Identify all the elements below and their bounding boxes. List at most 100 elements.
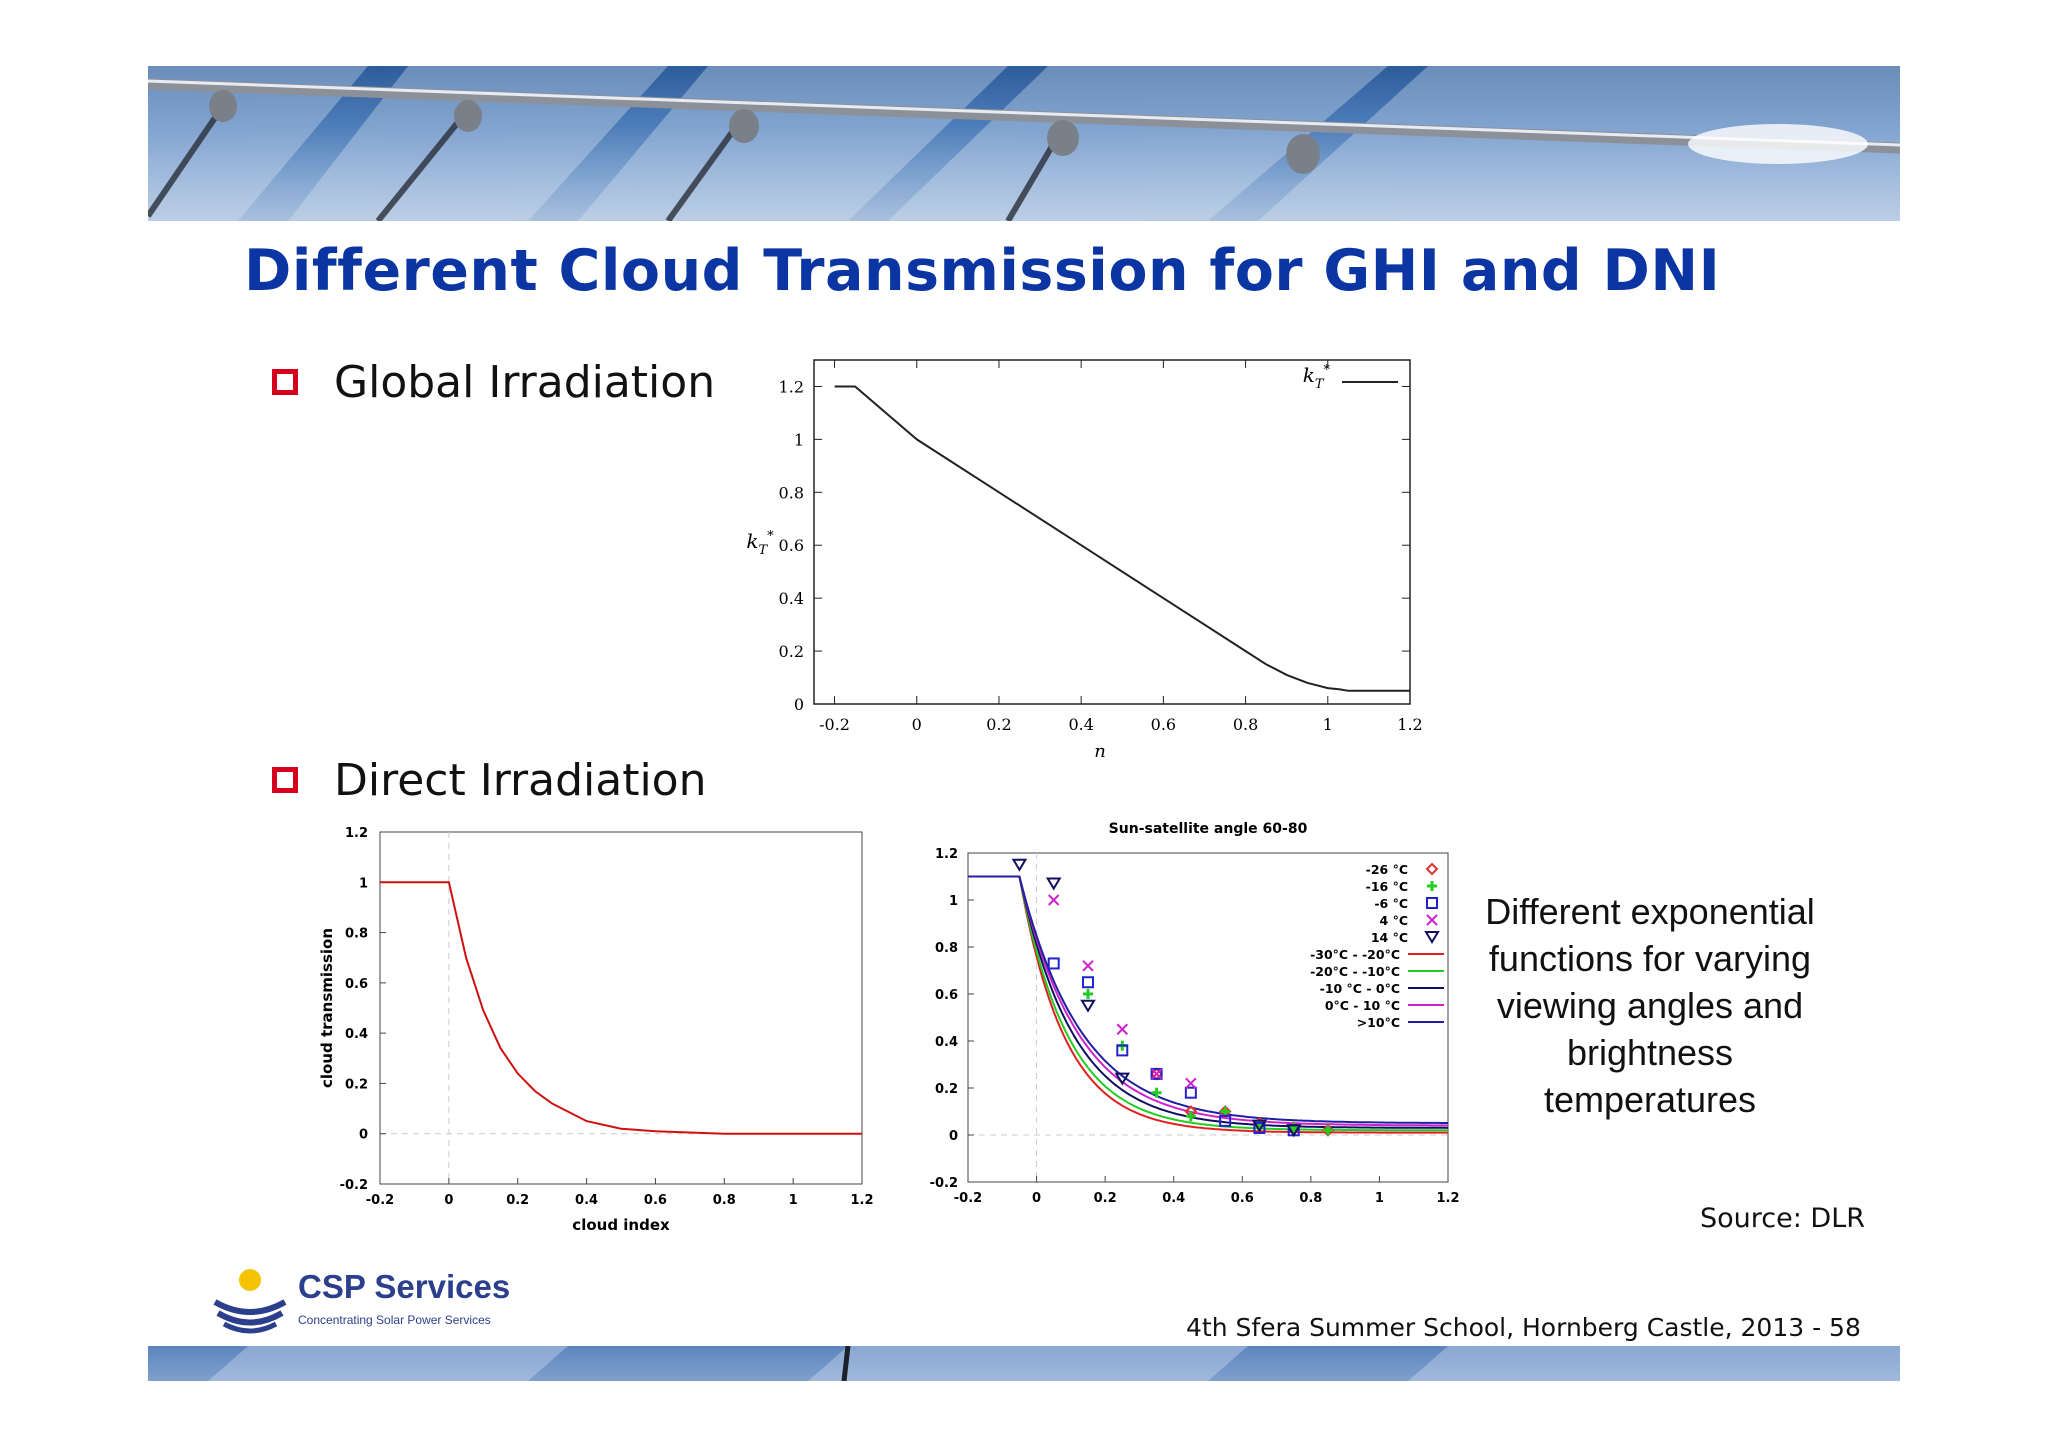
data-point-triangle [1285,1124,1302,1138]
x-tick-label: 1.2 [1436,1191,1459,1206]
y-tick-label: 0.6 [779,536,804,555]
legend-marker-plus [1427,881,1437,891]
y-tick-label: 0.4 [935,1035,958,1050]
data-point-plus [1185,1111,1196,1122]
plot-frame [967,852,1449,1183]
data-point-triangle [1114,1072,1131,1086]
legend: -26 °C -16 °C -6 °C 4 °C 14 °C -30°C - -20°C -… [1310,862,1444,1030]
data-point-square [1082,976,1094,989]
bullet-label: Global Irradiation [334,357,716,408]
data-point-plus [1083,989,1093,999]
logo-name: CSP Services [298,1268,511,1305]
y-tick-label: 0.6 [935,988,958,1003]
bullet-direct-irradiation: Direct Irradiation [272,755,706,806]
legend-label: >10°C [1357,1015,1400,1030]
x-tick-label: 0.4 [1068,715,1093,734]
legend-marker-cross [1426,914,1438,926]
x-tick-label: -0.2 [954,1191,982,1206]
y-tick-label: 0.2 [345,1077,368,1092]
y-tick-label: 1.2 [935,847,958,862]
x-tick-label: 1.2 [850,1193,873,1208]
data-point-diamond [1321,1123,1335,1137]
slide-title: Different Cloud Transmission for GHI and… [244,238,1721,304]
y-axis-label: cloud transmission [318,928,336,1088]
data-point-cross [1185,1077,1197,1090]
data-point-cross [1116,1023,1128,1035]
data-point-square [1047,957,1060,970]
side-note-line: Different exponential [1485,891,1815,932]
footer-banner [148,1346,1900,1381]
data-point-square [1184,1086,1197,1099]
source-note: Source: DLR [1700,1203,1866,1234]
data-line-transmission [380,881,862,1135]
x-axis-label: cloud index [572,1216,670,1234]
data-point-plus [1151,1087,1162,1098]
fit-line-3 [968,875,1448,1127]
legend-label: -20°C - -10°C [1310,964,1400,979]
legend-label: -10 °C - 0°C [1320,981,1400,996]
plot-frame [813,359,1411,705]
x-tick-label: 0.8 [713,1193,736,1208]
data-point-square [1116,1044,1129,1057]
data-point-cross [1150,1068,1163,1080]
bullet-label: Direct Irradiation [334,755,707,806]
x-tick-label: 1 [1323,715,1333,734]
fit-line-1 [968,875,1448,1132]
x-tick-label: 0.4 [1162,1191,1185,1206]
data-point-square [1219,1114,1232,1127]
legend-marker-triangle [1424,931,1440,944]
side-note-line: viewing angles and [1496,985,1804,1026]
fit-line-2 [968,875,1449,1129]
y-tick-label: 1 [949,894,958,909]
y-tick-label: 0.6 [345,977,368,992]
data-point-cross [1082,960,1094,972]
x-tick-label: -0.2 [819,715,850,734]
x-tick-label: 0.2 [1094,1191,1117,1206]
legend-marker-square [1426,897,1438,909]
collector-photo [148,66,1900,221]
y-tick-label: 0 [359,1128,368,1143]
y-tick-label: 0.8 [935,941,958,956]
y-tick-label: 0.8 [345,927,368,942]
x-tick-label: 0.2 [986,715,1011,734]
sat-chart: Sun-satellite angle 60-80 -0.2 0 0.2 0.4 0.6… [930,821,1460,1206]
legend-label: -6 °C [1374,896,1408,911]
y-tick-label: 0.2 [779,642,804,661]
legend-label: 0°C - 10 °C [1325,998,1400,1013]
x-tick-label: 0.8 [1299,1191,1322,1206]
kt-chart: -0.2 0 0.2 0.4 0.6 0.8 1 1.2 00.20.40.60.811.2 … [746,359,1423,762]
y-tick-label: 1 [359,876,368,891]
csp-services-logo: CSP Services Concentrating Solar Power S… [210,1266,510,1336]
x-tick-label: 0.6 [1151,715,1176,734]
data-point-plus [1323,1125,1333,1136]
y-tick-label: -0.2 [930,1176,958,1191]
data-point-triangle [1251,1119,1268,1133]
x-tick-label: 0.2 [506,1193,529,1208]
legend-label-kt: kT* [1303,363,1331,392]
x-tick-label: 0 [444,1193,453,1208]
legend-label: -16 °C [1366,879,1408,894]
legend: kT* [1303,363,1398,392]
dni-chart: -0.2 0 0.2 0.4 0.6 0.8 1 1.2 -0.2 0 0.2 0.4 0.6 0.8 1… [318,826,874,1234]
footer-text: 4th Sfera Summer School, Hornberg Castle… [1186,1313,1861,1342]
y-tick-label: 1.2 [779,377,804,396]
data-point-triangle [1011,858,1028,872]
legend-marker-diamond [1425,862,1439,876]
y-tick-label: 0.4 [345,1027,368,1042]
checkbox-bullet-icon [272,767,298,793]
side-note-line: functions for varying [1488,938,1812,979]
legend-label: 14 °C [1371,930,1408,945]
x-tick-label: 0.8 [1233,715,1258,734]
x-axis-label: n [1094,741,1106,762]
y-tick-label: 0.4 [779,589,804,608]
checkbox-bullet-icon [272,369,298,395]
x-tick-label: 0.6 [644,1193,667,1208]
data-point-plus [1220,1106,1231,1117]
data-point-cross [1048,894,1060,906]
y-tick-label: 1 [794,430,804,449]
legend-label: -30°C - -20°C [1310,947,1400,962]
data-line-kt [834,385,1410,692]
y-tick-label: 0.8 [779,483,804,502]
side-note: Different exponential functions for vary… [1448,888,1852,1123]
collector-photo-strip [208,1346,1900,1381]
